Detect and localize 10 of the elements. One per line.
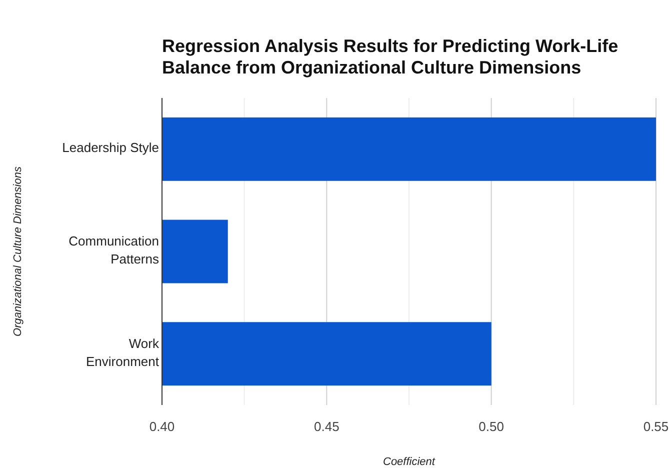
x-tick-label: 0.45 [314, 419, 340, 434]
chart-title: Regression Analysis Results for Predicting Work-Life Balance from Organizational Culture Dimensions [162, 36, 618, 78]
x-axis-title: Coefficient [383, 456, 436, 468]
y-axis-title: Organizational Culture Dimensions [12, 166, 24, 336]
y-tick-label: Communication Patterns [68, 234, 160, 267]
y-tick-label: Work Environment [86, 336, 160, 370]
y-tick-label: Leadership Style [62, 140, 159, 156]
x-tick-label: 0.40 [149, 419, 175, 434]
x-tick-label: 0.50 [478, 419, 504, 434]
x-tick-label: 0.55 [643, 419, 669, 434]
